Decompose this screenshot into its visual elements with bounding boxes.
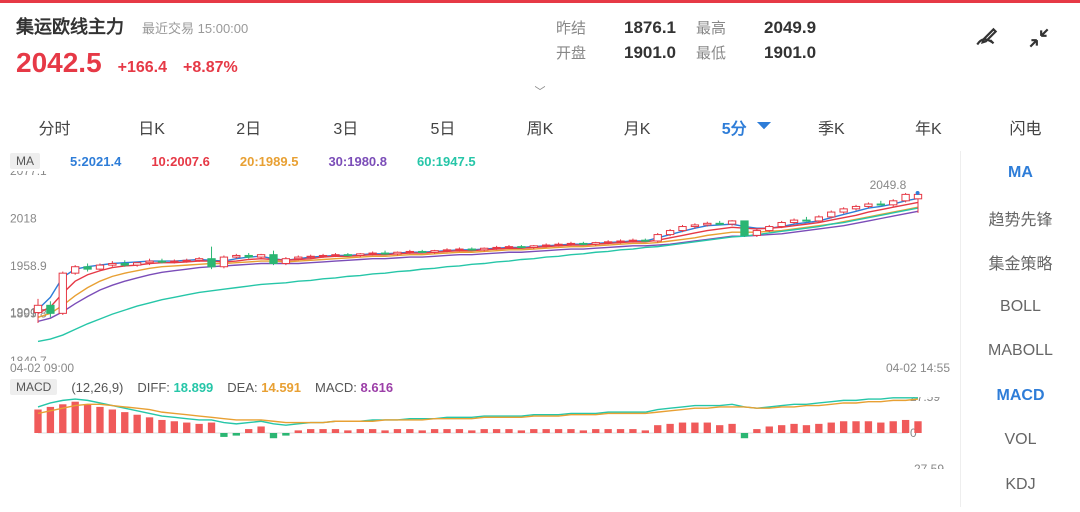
tab-3[interactable]: 3日 [297, 109, 394, 145]
svg-text:2077.1: 2077.1 [10, 171, 47, 178]
svg-text:-27.59: -27.59 [910, 462, 944, 469]
collapse-icon[interactable] [1026, 25, 1052, 51]
tab-0[interactable]: 分时 [6, 109, 103, 145]
svg-text:1958.9: 1958.9 [10, 259, 47, 273]
price-chart[interactable]: 2077.120181958.919011899.81840.72049.8 [8, 171, 952, 361]
tab-7[interactable]: 5分 [686, 109, 783, 145]
side-item[interactable]: MACD [961, 374, 1080, 419]
ma-item: 5:2021.4 [70, 154, 121, 169]
stats-grid: 昨结 1876.1 最高 2049.9 开盘 1901.0 最低 1901.0 [556, 17, 816, 63]
svg-text:2049.8: 2049.8 [870, 178, 907, 192]
stat-value: 1876.1 [606, 18, 676, 38]
side-item[interactable]: BOLL [961, 285, 1080, 330]
ma-item: 30:1980.8 [328, 154, 387, 169]
macd-item: MACD: 8.616 [315, 380, 393, 395]
macd-legend: MACD(12,26,9)DIFF: 18.899DEA: 14.591MACD… [0, 375, 960, 397]
stat-value: 1901.0 [606, 43, 676, 63]
ma-legend: MA 5:2021.4 10:2007.6 20:1989.5 30:1980.8 60:… [0, 151, 960, 171]
side-item[interactable]: MA [961, 151, 1080, 196]
side-item[interactable]: MABOLL [961, 329, 1080, 374]
macd-item: DEA: 14.591 [227, 380, 301, 395]
tab-1[interactable]: 日K [103, 109, 200, 145]
last-price: 2042.5 [16, 47, 102, 79]
ma-item: 10:2007.6 [151, 154, 210, 169]
instrument-title: 集运欧线主力 [16, 13, 124, 39]
tab-4[interactable]: 5日 [394, 109, 491, 145]
stat-value: 2049.9 [746, 18, 816, 38]
tab-8[interactable]: 季K [783, 109, 880, 145]
side-item[interactable]: 集金策略 [961, 240, 1080, 285]
last-trade: 最近交易 15:00:00 [142, 18, 248, 37]
svg-text:2018: 2018 [10, 212, 37, 226]
stat-label: 开盘 [556, 42, 586, 63]
stat-label: 最高 [696, 17, 726, 38]
macd-item: DIFF: 18.899 [137, 380, 213, 395]
header: 集运欧线主力 最近交易 15:00:00 2042.5 +166.4 +8.87… [0, 3, 1080, 85]
macd-chart[interactable]: 27.590-27.59 [8, 397, 952, 469]
edit-icon[interactable] [974, 25, 1000, 51]
macd-badge: MACD [10, 379, 57, 395]
tab-2[interactable]: 2日 [200, 109, 297, 145]
svg-text:1840.7: 1840.7 [10, 354, 47, 361]
stat-label: 最低 [696, 42, 726, 63]
dropdown-icon[interactable]: ﹀ [0, 83, 1080, 99]
price-pct: +8.87% [183, 59, 238, 77]
tab-10[interactable]: 闪电 [977, 109, 1074, 145]
side-item[interactable]: 趋势先锋 [961, 196, 1080, 241]
ma-badge: MA [10, 153, 40, 169]
ma-item: 60:1947.5 [417, 154, 476, 169]
price-change: +166.4 [118, 59, 167, 77]
ma-item: 20:1989.5 [240, 154, 299, 169]
timeframe-tabs: 分时日K2日3日5日周K月K5分季K年K闪电 [0, 99, 1080, 151]
stat-label: 昨结 [556, 17, 586, 38]
time-axis: 04-02 09:0004-02 14:55 [0, 361, 960, 375]
tab-6[interactable]: 月K [589, 109, 686, 145]
indicator-sidebar: MA趋势先锋集金策略BOLLMABOLLMACDVOLKDJ [960, 151, 1080, 507]
tab-9[interactable]: 年K [880, 109, 977, 145]
side-item[interactable]: VOL [961, 418, 1080, 463]
side-item[interactable]: KDJ [961, 463, 1080, 508]
tab-5[interactable]: 周K [491, 109, 588, 145]
stat-value: 1901.0 [746, 43, 816, 63]
